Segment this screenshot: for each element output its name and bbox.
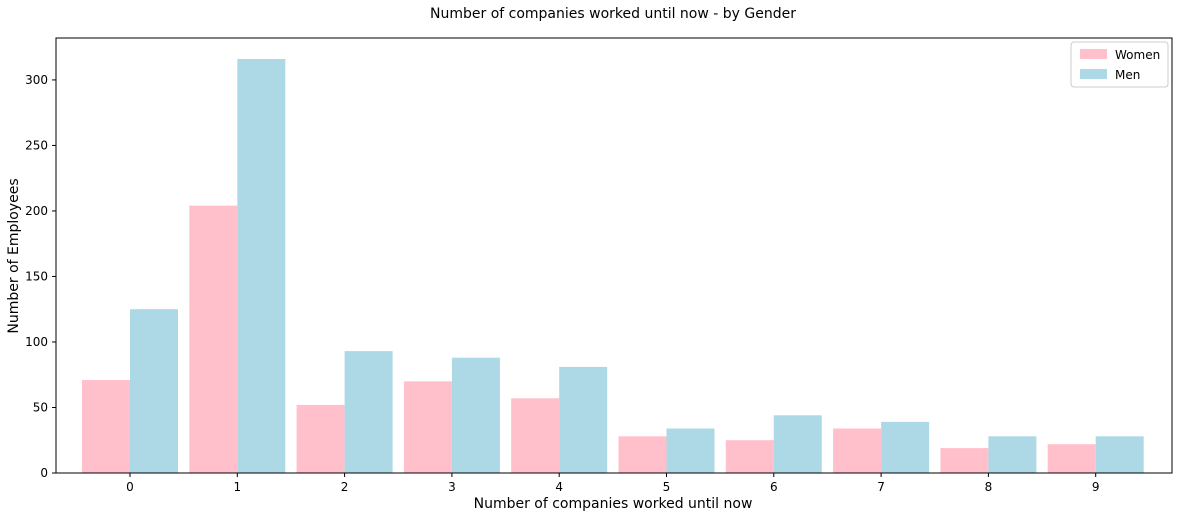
x-tick-label: 0 [126, 480, 134, 494]
bar-men-8 [988, 436, 1037, 473]
x-tick-label: 2 [341, 480, 349, 494]
x-axis-label: Number of companies worked until now [474, 496, 753, 512]
legend: Women Men [1070, 41, 1169, 88]
legend-label-women: Women [1115, 48, 1160, 62]
x-tick-label: 7 [877, 480, 885, 494]
bar-men-4 [559, 366, 608, 473]
y-axis-label: Number of Employees [6, 178, 22, 333]
y-tick-label: 250 [25, 138, 48, 152]
x-tick-label: 5 [663, 480, 671, 494]
bar-men-7 [881, 421, 930, 473]
bar-women-8 [940, 448, 989, 473]
y-tick-label: 50 [33, 400, 48, 414]
bar-women-6 [725, 440, 774, 473]
legend-swatch-men [1080, 69, 1107, 79]
y-tick-label: 300 [25, 73, 48, 87]
legend-swatch-women [1080, 49, 1107, 59]
y-tick-label: 0 [40, 466, 48, 480]
bar-women-4 [511, 398, 560, 473]
bar-men-3 [451, 357, 500, 473]
x-tick-label: 4 [555, 480, 563, 494]
chart-title: Number of companies worked until now - b… [430, 6, 796, 22]
bar-women-7 [833, 428, 882, 473]
y-tick-label: 150 [25, 269, 48, 283]
bar-men-6 [773, 415, 822, 473]
bar-women-3 [403, 381, 452, 473]
legend-label-men: Men [1115, 68, 1140, 82]
bar-women-9 [1047, 444, 1096, 473]
bar-women-1 [189, 205, 238, 473]
bar-women-2 [296, 404, 345, 473]
bar-men-2 [344, 351, 393, 473]
x-tick-label: 3 [448, 480, 456, 494]
x-tick-label: 9 [1092, 480, 1100, 494]
ticks: 0 1 2 3 4 5 6 7 8 9 0 50 100 150 200 250 300 [25, 73, 1099, 494]
bar-men-0 [130, 309, 178, 473]
bar-men-5 [666, 428, 715, 473]
bars [82, 59, 1144, 473]
y-tick-label: 100 [25, 335, 48, 349]
x-tick-label: 6 [770, 480, 778, 494]
x-tick-label: 1 [233, 480, 241, 494]
bar-women-0 [82, 380, 130, 473]
plot-frame [55, 37, 1173, 474]
bar-men-9 [1095, 436, 1144, 473]
bar-women-5 [618, 436, 667, 473]
bar-men-1 [237, 59, 286, 473]
y-tick-label: 200 [25, 204, 48, 218]
x-tick-label: 8 [985, 480, 993, 494]
